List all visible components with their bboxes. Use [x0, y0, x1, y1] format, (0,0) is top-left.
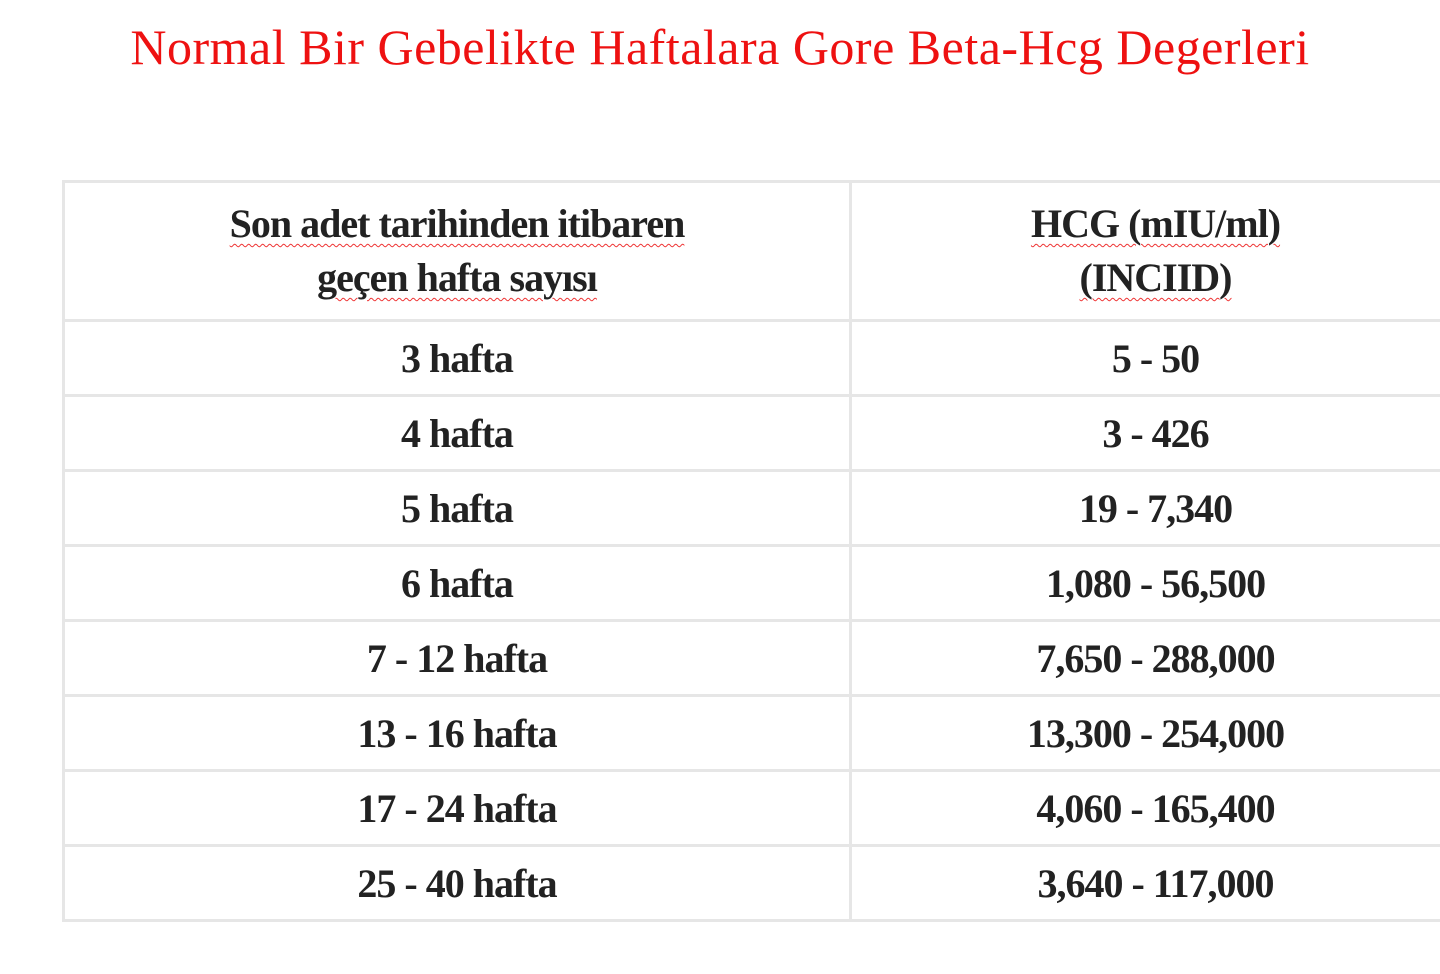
header-hcg: HCG (mIU/ml) (INCIID) [849, 180, 1440, 322]
week-cell: 7 - 12 hafta [62, 619, 852, 697]
table-row: 13 - 16 hafta 13,300 - 254,000 [62, 694, 1440, 772]
header-weeks-line1: Son adet tarihinden itibaren [229, 201, 686, 246]
hcg-cell: 3 - 426 [849, 394, 1440, 472]
table-row: 25 - 40 hafta 3,640 - 117,000 [62, 844, 1440, 922]
header-weeks: Son adet tarihinden itibaren geçen hafta… [62, 180, 852, 322]
hcg-cell: 4,060 - 165,400 [849, 769, 1440, 847]
hcg-cell: 19 - 7,340 [849, 469, 1440, 547]
page-title: Normal Bir Gebelikte Haftalara Gore Beta… [130, 19, 1310, 75]
week-cell: 4 hafta [62, 394, 852, 472]
hcg-cell: 13,300 - 254,000 [849, 694, 1440, 772]
week-cell: 25 - 40 hafta [62, 844, 852, 922]
hcg-table: Son adet tarihinden itibaren geçen hafta… [62, 180, 1440, 922]
table-row: 7 - 12 hafta 7,650 - 288,000 [62, 619, 1440, 697]
week-cell: 13 - 16 hafta [62, 694, 852, 772]
week-cell: 6 hafta [62, 544, 852, 622]
week-cell: 5 hafta [62, 469, 852, 547]
hcg-cell: 3,640 - 117,000 [849, 844, 1440, 922]
hcg-cell: 1,080 - 56,500 [849, 544, 1440, 622]
table-header-row: Son adet tarihinden itibaren geçen hafta… [62, 180, 1440, 322]
table-row: 3 hafta 5 - 50 [62, 319, 1440, 397]
hcg-cell: 5 - 50 [849, 319, 1440, 397]
table-row: 4 hafta 3 - 426 [62, 394, 1440, 472]
header-weeks-line2: geçen hafta sayısı [317, 255, 598, 300]
header-hcg-line1: HCG (mIU/ml) [1030, 201, 1281, 246]
table-row: 5 hafta 19 - 7,340 [62, 469, 1440, 547]
hcg-cell: 7,650 - 288,000 [849, 619, 1440, 697]
table-row: 17 - 24 hafta 4,060 - 165,400 [62, 769, 1440, 847]
header-hcg-line2: (INCIID) [1079, 255, 1233, 300]
week-cell: 3 hafta [62, 319, 852, 397]
week-cell: 17 - 24 hafta [62, 769, 852, 847]
table-row: 6 hafta 1,080 - 56,500 [62, 544, 1440, 622]
